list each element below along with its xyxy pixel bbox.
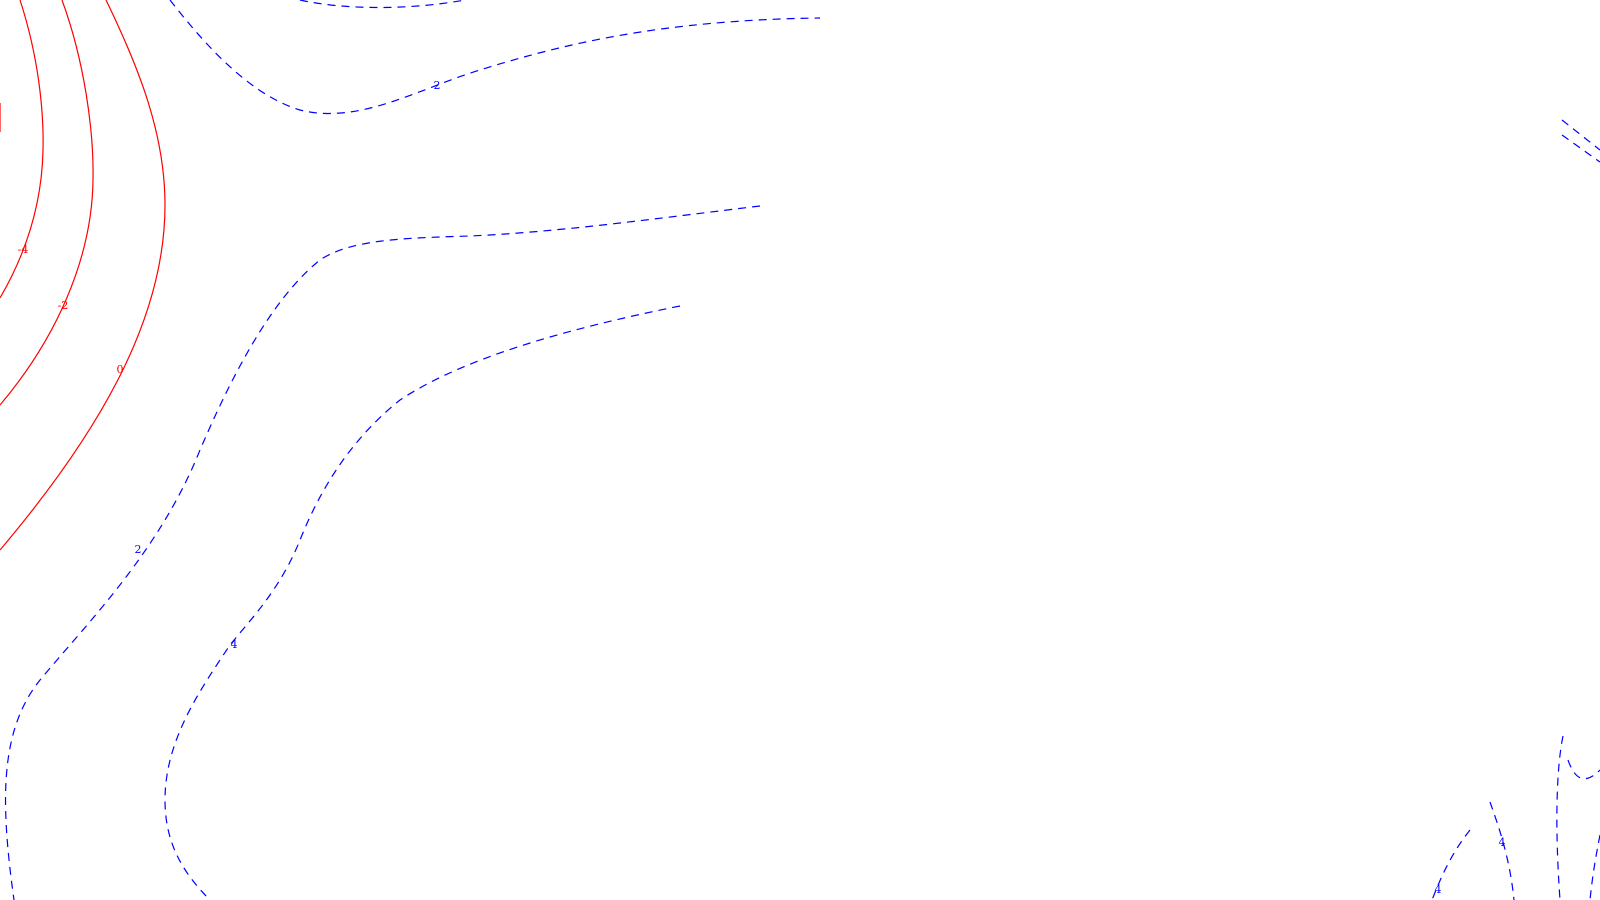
contour-label-5: 4 [231, 638, 238, 651]
contour-line-pos-7-0 [1556, 735, 1564, 900]
contour-line-pos-5-0 [164, 305, 681, 900]
contour-line-pos-7-1 [1567, 759, 1600, 780]
contour-label-2: 0 [117, 363, 124, 376]
contour-label-6: 4 [1499, 836, 1506, 849]
contour-line-pos-6-0 [1489, 801, 1515, 900]
contour-line-neg-2-0 [0, 0, 166, 551]
contour-label-0: -4 [18, 243, 29, 256]
contour-label-1: -2 [58, 299, 69, 312]
contour-labels: -4 -2 0 2 2 4 4 4 [18, 79, 1506, 896]
contour-line-neg-0-1 [0, 0, 44, 299]
contour-line-neg-1-0 [0, 0, 94, 406]
contour-line-pos-3-3 [1561, 134, 1600, 163]
contour-line-pos-7-2 [1589, 834, 1600, 900]
contour-label-3: 2 [434, 79, 441, 92]
contour-line-pos-3-2 [1561, 119, 1600, 151]
contour-line-pos-6-1 [1431, 829, 1471, 900]
contour-line-pos-3-0 [169, 0, 821, 115]
contour-label-4: 2 [135, 543, 142, 556]
contour-line-pos-3-1 [299, 0, 466, 9]
contour-line-pos-4-0 [4, 205, 761, 900]
contour-label-7: 4 [1435, 883, 1442, 896]
